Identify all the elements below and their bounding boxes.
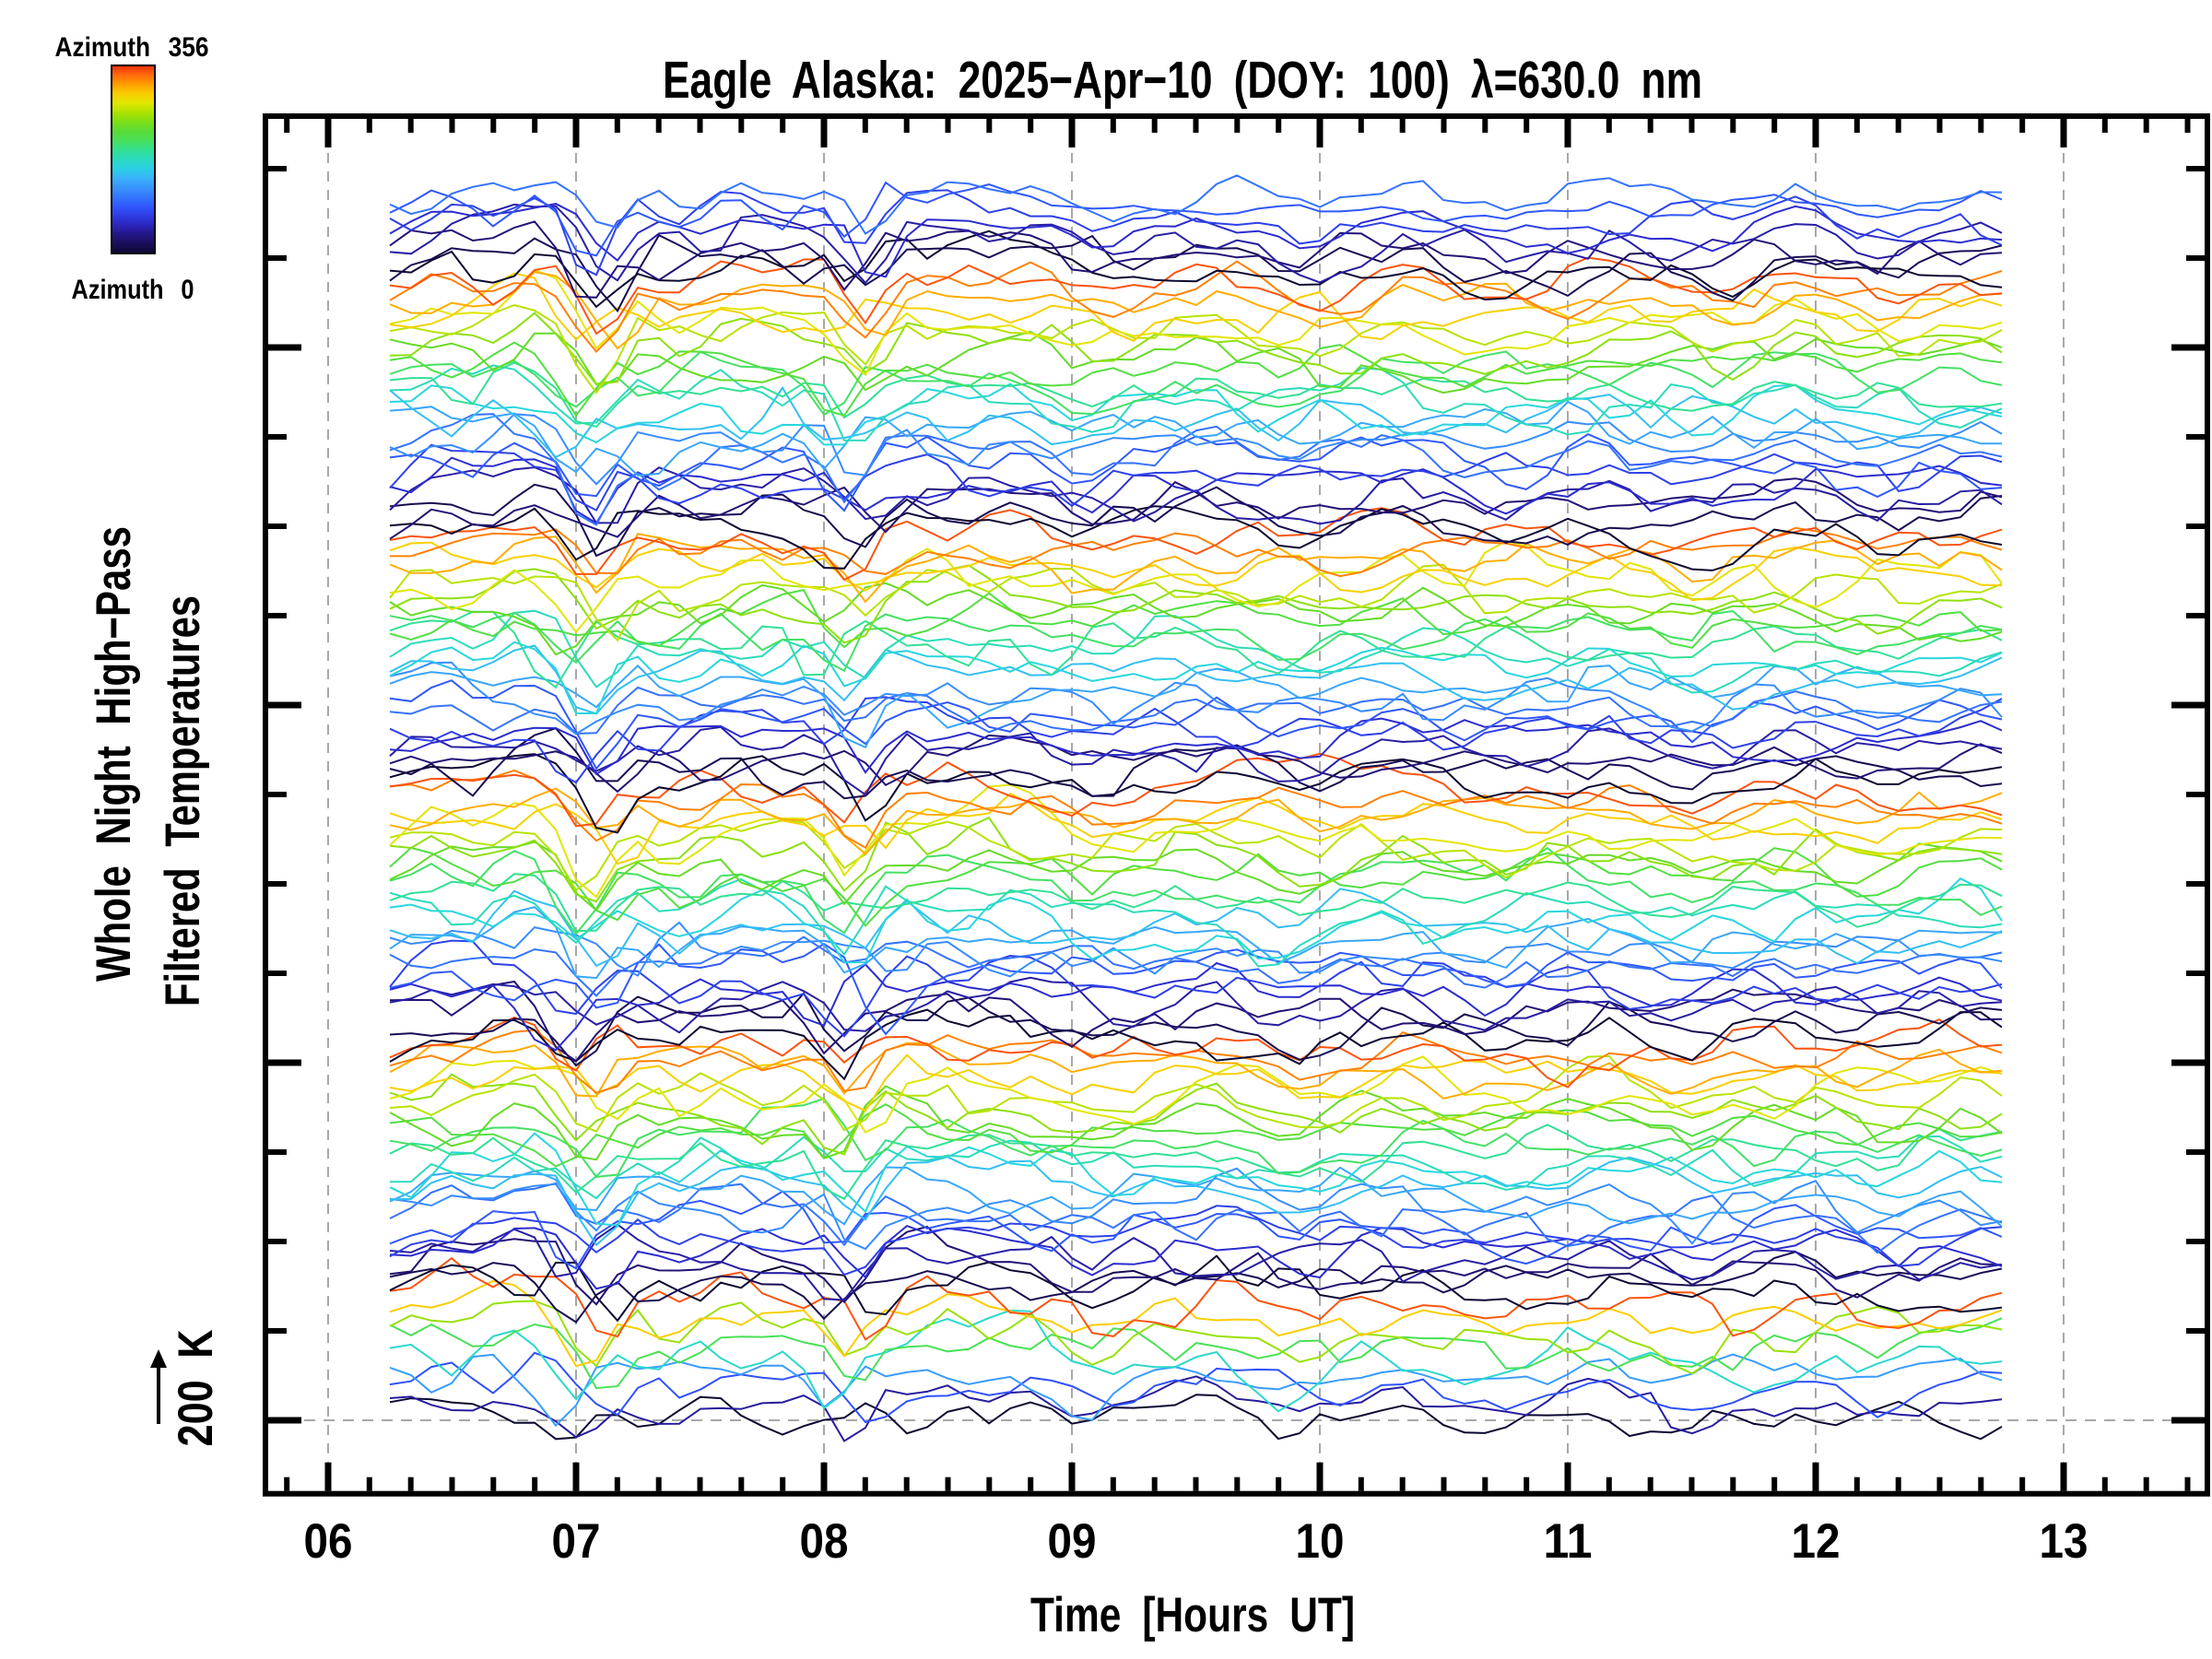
svg-text:08: 08 <box>800 1514 849 1569</box>
svg-text:12: 12 <box>1792 1514 1841 1569</box>
svg-text:09: 09 <box>1048 1514 1097 1569</box>
svg-text:10: 10 <box>1296 1514 1345 1569</box>
svg-text:Eagle Alaska: 2025−Apr−10 (DOY: Eagle Alaska: 2025−Apr−10 (DOY: 100) λ=6… <box>663 51 1702 110</box>
svg-text:07: 07 <box>552 1514 601 1569</box>
svg-text:13: 13 <box>2040 1514 2088 1569</box>
svg-text:Azimuth 0: Azimuth 0 <box>72 275 194 305</box>
svg-text:11: 11 <box>1544 1514 1593 1569</box>
svg-text:Whole Night High−Pass: Whole Night High−Pass <box>87 526 141 982</box>
svg-text:Azimuth 356: Azimuth 356 <box>55 32 209 63</box>
svg-text:06: 06 <box>304 1514 353 1569</box>
svg-text:Filtered Temperatures: Filtered Temperatures <box>156 595 210 1006</box>
svg-text:Time [Hours UT]: Time [Hours UT] <box>1030 1588 1355 1642</box>
svg-text:200 K: 200 K <box>169 1330 223 1447</box>
